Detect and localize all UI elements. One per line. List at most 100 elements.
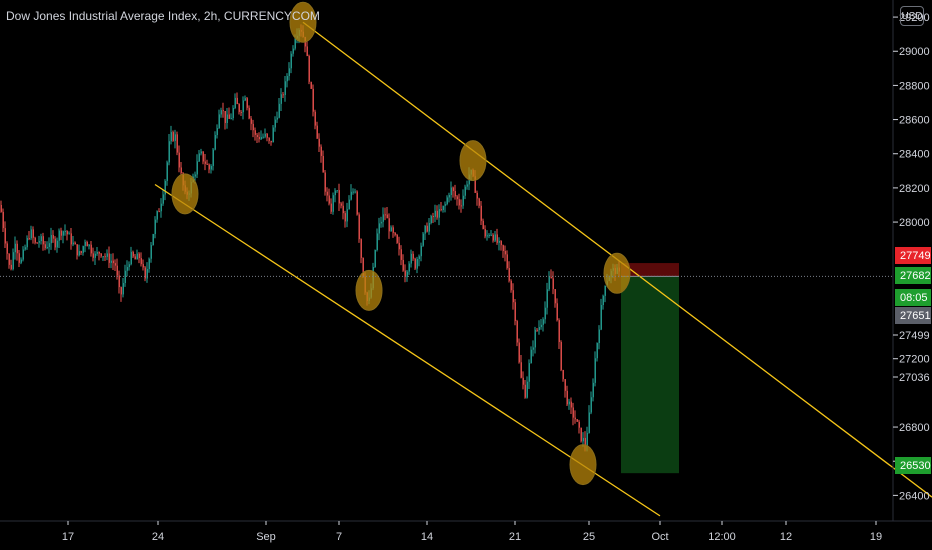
candle-body bbox=[228, 114, 230, 119]
y-tick-label: 26800 bbox=[899, 422, 930, 434]
candle-body bbox=[172, 132, 174, 141]
candle-body bbox=[440, 209, 442, 211]
pivot-marker[interactable] bbox=[459, 140, 487, 182]
x-tick-label: 14 bbox=[421, 531, 433, 543]
candle-body bbox=[410, 253, 412, 264]
candle-body bbox=[84, 241, 86, 247]
candle-body bbox=[574, 417, 576, 420]
candle-body bbox=[414, 258, 416, 269]
candle-body bbox=[484, 229, 486, 237]
candle-body bbox=[598, 329, 600, 344]
candle-body bbox=[44, 244, 46, 249]
candle-body bbox=[540, 324, 542, 328]
pivot-marker[interactable] bbox=[603, 252, 631, 294]
x-axis[interactable]: 17 24 Sep 7 14 21 25 Oct 12:00 12 19 bbox=[62, 521, 882, 543]
candle-body bbox=[584, 437, 586, 446]
candle-body bbox=[126, 267, 128, 271]
candle-body bbox=[318, 138, 320, 147]
candle-body bbox=[2, 211, 4, 229]
price-tag-bg bbox=[895, 457, 931, 474]
candle-body bbox=[18, 253, 20, 263]
candle-body bbox=[460, 205, 462, 207]
candle-body bbox=[478, 198, 480, 206]
candle-body bbox=[112, 260, 114, 264]
candle-body bbox=[456, 196, 458, 200]
candle-body bbox=[358, 214, 360, 240]
candle-body bbox=[98, 251, 100, 254]
pivot-marker[interactable] bbox=[355, 269, 383, 311]
candle-body bbox=[60, 230, 62, 236]
candle-body bbox=[122, 282, 124, 295]
candle-body bbox=[70, 233, 72, 245]
candle-body bbox=[532, 347, 534, 350]
candle-body bbox=[536, 329, 538, 331]
candle-body bbox=[106, 253, 108, 257]
y-tick-label: 28200 bbox=[899, 183, 930, 195]
candle-body bbox=[220, 110, 222, 115]
candle-body bbox=[154, 219, 156, 235]
candle-body bbox=[234, 97, 236, 108]
candle-body bbox=[556, 303, 558, 321]
candle-body bbox=[252, 123, 254, 131]
candle-body bbox=[394, 232, 396, 235]
candle-body bbox=[272, 127, 274, 143]
candle-body bbox=[40, 236, 42, 242]
candle-body bbox=[496, 234, 498, 243]
candle-body bbox=[166, 162, 168, 181]
y-tick-label: 29200 bbox=[899, 12, 930, 24]
candle-body bbox=[208, 164, 210, 170]
candle-body bbox=[30, 229, 32, 239]
candle-body bbox=[538, 327, 540, 331]
candle-body bbox=[210, 165, 212, 170]
candle-body bbox=[148, 258, 150, 270]
y-tick-label: 28000 bbox=[899, 217, 930, 229]
candle-body bbox=[158, 211, 160, 213]
candle-body bbox=[516, 321, 518, 343]
candle-body bbox=[518, 342, 520, 363]
candle-body bbox=[588, 412, 590, 433]
candle-body bbox=[202, 151, 204, 162]
pivot-marker[interactable] bbox=[171, 173, 199, 215]
candle-body bbox=[138, 253, 140, 259]
candle-body bbox=[342, 205, 344, 214]
candle-body bbox=[174, 134, 176, 141]
candle-body bbox=[446, 197, 448, 205]
candle-body bbox=[382, 214, 384, 222]
candle-body bbox=[214, 135, 216, 150]
candle-body bbox=[452, 187, 454, 192]
candle-body bbox=[82, 246, 84, 253]
candle-body bbox=[156, 211, 158, 220]
pivot-marker[interactable] bbox=[569, 444, 597, 486]
candle-body bbox=[206, 163, 208, 165]
candle-body bbox=[162, 194, 164, 204]
currency-button[interactable]: USD bbox=[900, 6, 924, 26]
candle-body bbox=[14, 243, 16, 253]
candle-body bbox=[436, 210, 438, 218]
pivot-markers[interactable] bbox=[171, 1, 631, 486]
candle-body bbox=[108, 253, 110, 263]
candle-body bbox=[492, 234, 494, 241]
y-tick-label: 28400 bbox=[899, 149, 930, 161]
candle-body bbox=[332, 195, 334, 212]
candle-body bbox=[64, 231, 66, 233]
candle-body bbox=[124, 270, 126, 283]
candle-body bbox=[78, 251, 80, 256]
candle-body bbox=[544, 307, 546, 320]
take-profit-zone[interactable] bbox=[621, 276, 679, 474]
candle-body bbox=[28, 238, 30, 240]
candle-body bbox=[480, 205, 482, 221]
candle-body bbox=[602, 295, 604, 306]
y-tick-label: 29000 bbox=[899, 46, 930, 58]
candle-body bbox=[416, 258, 418, 269]
pivot-marker[interactable] bbox=[289, 1, 317, 43]
candle-body bbox=[270, 140, 272, 143]
candle-body bbox=[552, 278, 554, 290]
candle-body bbox=[376, 233, 378, 250]
position-tool[interactable] bbox=[621, 263, 679, 474]
candle-body bbox=[146, 269, 148, 279]
candle-body bbox=[430, 216, 432, 223]
candle-body bbox=[88, 244, 90, 247]
candle-body bbox=[102, 256, 104, 258]
candle-body bbox=[498, 240, 500, 243]
